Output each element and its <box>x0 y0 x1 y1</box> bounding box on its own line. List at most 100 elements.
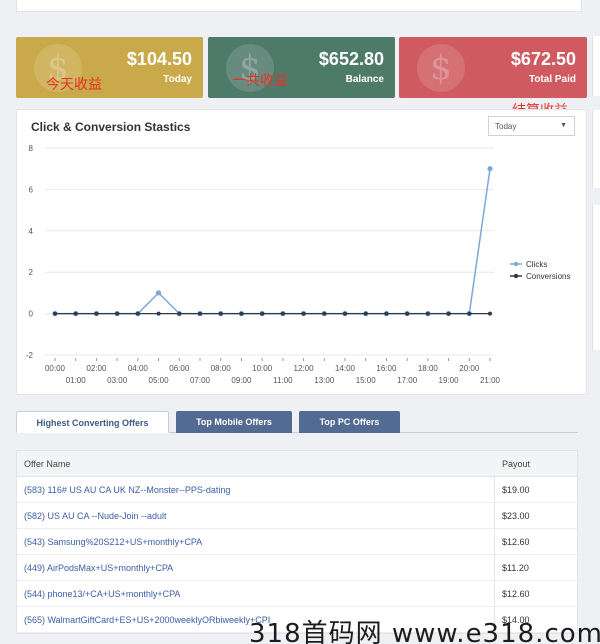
data-point <box>425 311 430 316</box>
x-tick-label: 12:00 <box>294 364 315 373</box>
x-tick-label: 20:00 <box>459 364 480 373</box>
x-tick-label: 19:00 <box>439 376 460 385</box>
offer-payout: $23.00 <box>502 511 530 521</box>
legend-label: Clicks <box>526 260 547 269</box>
offer-payout: $11.20 <box>502 563 529 573</box>
data-point <box>467 311 472 316</box>
offer-payout: $12.60 <box>502 589 530 599</box>
table-row: (565) WalmartGiftCard+ES+US+2000weeklyOR… <box>17 607 577 633</box>
balance-stat-card: $ $652.80 Balance 一共收益 <box>208 37 395 98</box>
top-panel-edge <box>16 0 582 12</box>
table-row: (583) 116# US AU CA UK NZ--Monster--PPS-… <box>17 477 577 503</box>
y-tick-label: 2 <box>29 268 34 277</box>
column-header-offer-name: Offer Name <box>24 459 71 469</box>
right-panel-edge <box>592 110 600 188</box>
column-header-payout: Payout <box>502 459 531 469</box>
data-point <box>384 311 389 316</box>
data-point <box>260 311 265 316</box>
series-line <box>55 168 491 315</box>
table-row: (449) AirPodsMax+US+monthly+CPA $11.20 <box>17 555 577 581</box>
tab-top-mobile-offers[interactable]: Top Mobile Offers <box>176 411 292 433</box>
offer-link[interactable]: (543) Samsung%20S212+US+monthly+CPA <box>24 537 203 547</box>
range-select-value: Today <box>495 122 517 131</box>
y-tick-label: -2 <box>26 351 34 360</box>
data-point <box>446 311 451 316</box>
legend-marker <box>513 273 519 279</box>
x-tick-label: 11:00 <box>273 376 293 385</box>
range-select[interactable]: Today ▼ <box>488 116 575 136</box>
data-point <box>73 311 78 316</box>
offer-payout: $19.00 <box>502 485 530 495</box>
x-tick-label: 13:00 <box>314 376 335 385</box>
offer-link[interactable]: (544) phone13/+CA+US+monthly+CPA <box>24 589 181 599</box>
total-paid-stat-card: $ $672.50 Total Paid <box>399 37 587 98</box>
data-point <box>218 311 223 316</box>
stat-amount: $672.50 <box>510 49 576 69</box>
y-tick-label: 6 <box>29 185 34 194</box>
table-header: Offer Name Payout <box>17 451 577 477</box>
data-point <box>155 290 162 296</box>
x-tick-label: 05:00 <box>149 376 170 385</box>
offer-payout: $12.60 <box>502 537 530 547</box>
x-tick-label: 21:00 <box>480 376 501 385</box>
data-point <box>405 311 410 316</box>
data-point <box>301 311 306 316</box>
tab-top-pc-offers[interactable]: Top PC Offers <box>299 411 400 433</box>
legend-marker <box>513 261 519 267</box>
offer-link[interactable]: (583) 116# US AU CA UK NZ--Monster--PPS-… <box>24 485 231 495</box>
table-row: (543) Samsung%20S212+US+monthly+CPA $12.… <box>17 529 577 555</box>
offer-link[interactable]: (449) AirPodsMax+US+monthly+CPA <box>24 563 174 573</box>
stat-caption: Total Paid <box>528 74 576 85</box>
today-stat-card: $ $104.50 Today 今天收益 <box>16 37 203 98</box>
stat-amount: $652.80 <box>318 49 384 69</box>
data-point <box>239 311 244 316</box>
data-point <box>280 311 285 316</box>
data-point <box>115 311 120 316</box>
y-tick-label: 8 <box>29 144 34 153</box>
y-tick-label: 4 <box>29 227 34 236</box>
x-tick-label: 04:00 <box>128 364 149 373</box>
tab-highest-converting-offers[interactable]: Highest Converting Offers <box>16 411 169 433</box>
x-tick-label: 16:00 <box>376 364 397 373</box>
x-tick-label: 14:00 <box>335 364 356 373</box>
data-point <box>322 311 327 316</box>
stat-amount: $104.50 <box>126 49 192 69</box>
offer-link[interactable]: (565) WalmartGiftCard+ES+US+2000weeklyOR… <box>24 615 271 625</box>
data-point <box>198 311 202 316</box>
data-point <box>53 311 57 316</box>
data-point <box>94 311 99 316</box>
data-point <box>363 311 368 316</box>
x-tick-label: 06:00 <box>169 364 190 373</box>
data-point <box>487 166 493 172</box>
x-tick-label: 01:00 <box>66 376 87 385</box>
x-tick-label: 18:00 <box>418 364 439 373</box>
stat-caption: Today <box>163 74 192 85</box>
offer-link[interactable]: (582) US AU CA --Nude-Join --adult <box>24 511 167 521</box>
x-tick-label: 00:00 <box>45 364 66 373</box>
offer-payout: $14.00 <box>502 615 530 625</box>
column-divider <box>494 451 495 639</box>
dollar-coin-icon: $ <box>226 44 274 92</box>
annotation-note: 一共收益 <box>232 73 288 89</box>
caret-down-icon: ▼ <box>560 122 567 129</box>
table-row: (582) US AU CA --Nude-Join --adult $23.0… <box>17 503 577 529</box>
offers-tabbar: Highest Converting Offers Top Mobile Off… <box>16 411 578 433</box>
right-panel-edge <box>592 36 600 96</box>
data-point <box>135 311 140 316</box>
site-watermark: 318首码网 www.e318.com <box>249 619 600 644</box>
x-tick-label: 17:00 <box>397 376 418 385</box>
click-conversion-panel: Click & Conversion Stastics Today ▼ -2 0 2… <box>16 109 587 395</box>
stat-caption: Balance <box>345 74 384 85</box>
x-tick-label: 09:00 <box>231 376 252 385</box>
dollar-coin-icon: $ <box>34 44 82 92</box>
x-tick-label: 15:00 <box>356 376 377 385</box>
x-tick-label: 07:00 <box>190 376 211 385</box>
right-panel-edge <box>592 205 600 350</box>
dollar-coin-icon: $ <box>417 44 465 92</box>
x-tick-label: 10:00 <box>252 364 273 373</box>
annotation-note: 今天收益 <box>46 77 102 93</box>
data-point <box>343 311 347 316</box>
y-tick-label: 0 <box>29 310 34 319</box>
data-point <box>488 311 492 316</box>
